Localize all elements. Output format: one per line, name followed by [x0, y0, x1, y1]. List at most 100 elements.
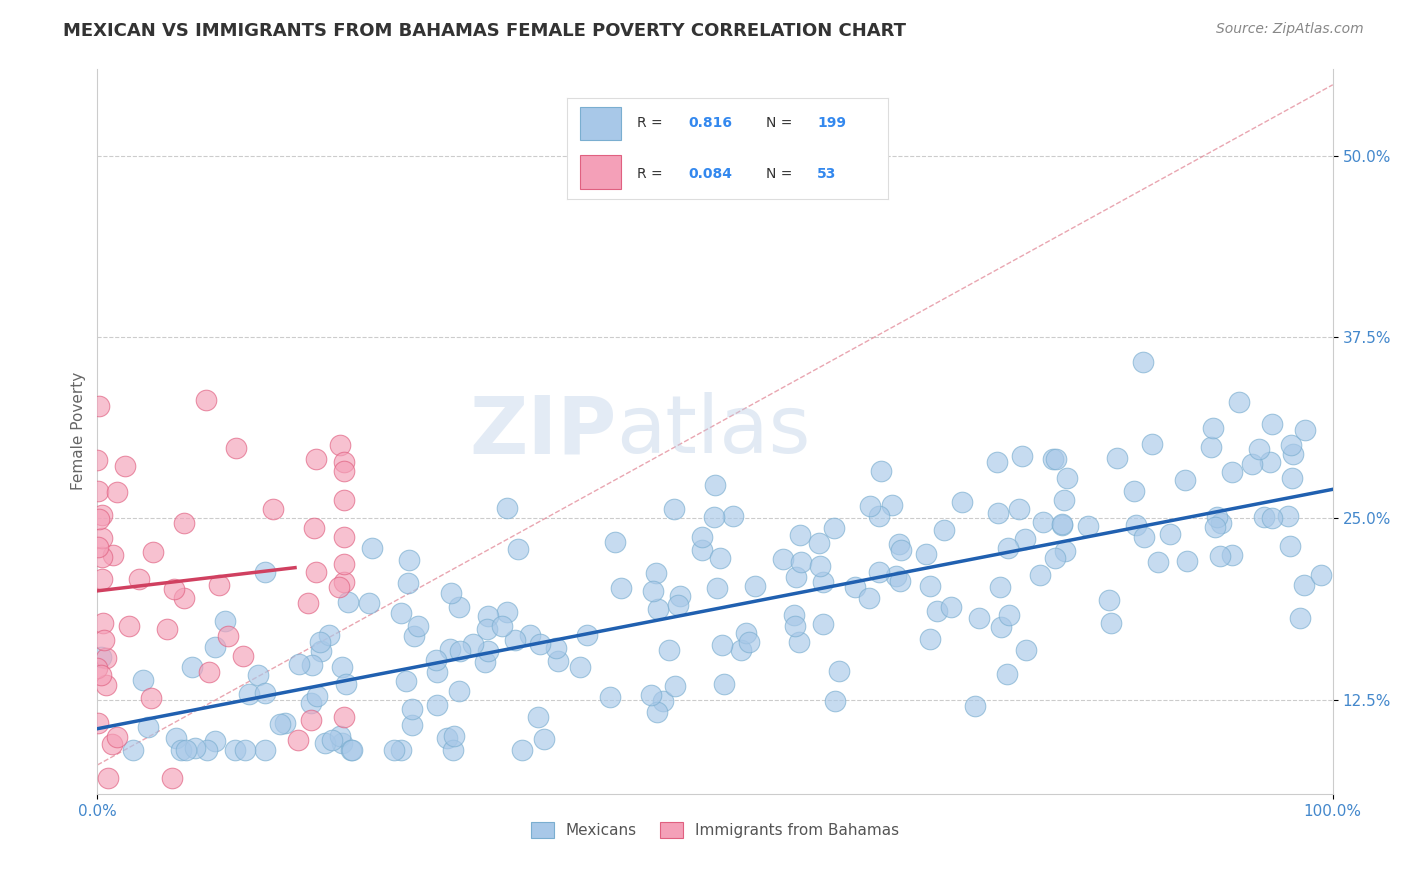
Point: [426, 665, 449, 680]
Point: [998, 608, 1021, 623]
Point: [1258, 455, 1281, 469]
Point: [859, 499, 882, 513]
Point: [170, 743, 193, 757]
Point: [299, 696, 322, 710]
Point: [118, 618, 141, 632]
Point: [439, 641, 461, 656]
Point: [1309, 568, 1331, 582]
Point: [101, 737, 124, 751]
Point: [173, 516, 195, 530]
Point: [713, 677, 735, 691]
Point: [738, 635, 761, 649]
Point: [734, 626, 756, 640]
Point: [87, 540, 110, 554]
Point: [86, 453, 108, 467]
Text: Source: ZipAtlas.com: Source: ZipAtlas.com: [1216, 22, 1364, 37]
Point: [103, 548, 125, 562]
Point: [1240, 458, 1263, 472]
Point: [208, 578, 231, 592]
Point: [402, 629, 425, 643]
Point: [406, 619, 429, 633]
Point: [302, 521, 325, 535]
Point: [1261, 511, 1284, 525]
Point: [254, 686, 277, 700]
Point: [329, 729, 352, 743]
Point: [785, 570, 807, 584]
Point: [89, 399, 111, 413]
Point: [744, 579, 766, 593]
Point: [389, 743, 412, 757]
Point: [690, 542, 713, 557]
Point: [163, 582, 186, 596]
Point: [173, 591, 195, 605]
Point: [1220, 465, 1243, 479]
Point: [990, 580, 1012, 594]
Point: [447, 599, 470, 614]
Point: [308, 635, 330, 649]
Point: [90, 572, 112, 586]
Point: [1043, 550, 1066, 565]
Point: [461, 637, 484, 651]
Point: [610, 581, 633, 595]
Point: [93, 632, 115, 647]
Point: [1249, 442, 1271, 456]
Point: [1159, 527, 1181, 541]
Point: [547, 654, 569, 668]
Point: [475, 623, 498, 637]
Point: [238, 687, 260, 701]
Point: [436, 731, 458, 746]
Point: [884, 568, 907, 582]
Point: [97, 771, 120, 785]
Point: [575, 628, 598, 642]
Point: [666, 598, 689, 612]
Point: [1261, 417, 1284, 432]
Point: [925, 604, 948, 618]
Point: [1202, 421, 1225, 435]
Point: [1208, 549, 1230, 563]
Point: [114, 458, 136, 473]
Point: [443, 730, 465, 744]
Point: [783, 619, 806, 633]
Point: [824, 694, 846, 708]
Point: [247, 668, 270, 682]
Point: [887, 537, 910, 551]
Point: [882, 498, 904, 512]
Point: [439, 586, 461, 600]
Point: [1105, 450, 1128, 465]
Point: [132, 673, 155, 687]
Point: [939, 600, 962, 615]
Point: [328, 580, 350, 594]
Point: [204, 640, 226, 655]
Point: [1099, 616, 1122, 631]
Point: [787, 634, 810, 648]
Point: [425, 653, 447, 667]
Point: [652, 694, 675, 708]
Point: [1008, 502, 1031, 516]
Point: [314, 736, 336, 750]
Point: [474, 655, 496, 669]
Point: [269, 717, 291, 731]
Point: [1227, 395, 1250, 409]
Point: [91, 508, 114, 523]
Point: [142, 545, 165, 559]
Point: [121, 743, 143, 757]
Point: [309, 644, 332, 658]
Point: [529, 637, 551, 651]
Point: [828, 665, 851, 679]
Point: [396, 576, 419, 591]
Point: [783, 607, 806, 622]
Point: [333, 455, 356, 469]
Point: [711, 638, 734, 652]
Point: [772, 551, 794, 566]
Point: [811, 574, 834, 589]
Point: [1042, 451, 1064, 466]
Point: [1282, 447, 1305, 461]
Point: [224, 743, 246, 757]
Legend: Mexicans, Immigrants from Bahamas: Mexicans, Immigrants from Bahamas: [524, 816, 905, 845]
Point: [86, 483, 108, 498]
Point: [87, 715, 110, 730]
Point: [330, 736, 353, 750]
Point: [658, 643, 681, 657]
Point: [1277, 509, 1299, 524]
Point: [810, 558, 832, 573]
